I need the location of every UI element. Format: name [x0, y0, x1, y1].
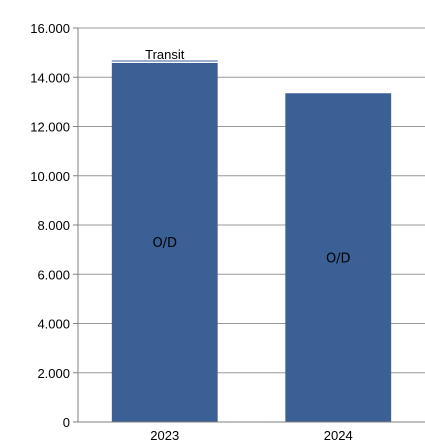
- y-tick-label: 8.000: [37, 218, 70, 233]
- x-tick-label: 2024: [324, 428, 353, 441]
- y-tick-label: 16.000: [30, 21, 70, 36]
- segment-label-o-d: O/D: [326, 252, 351, 267]
- bar-2023-transit: [111, 60, 218, 63]
- segment-label-o-d: O/D: [152, 236, 177, 251]
- x-axis: 2023 2024: [78, 421, 425, 441]
- y-tick-label: 2.000: [37, 366, 70, 381]
- y-tick-label: 6.000: [37, 267, 70, 282]
- segment-label-transit: Transit: [145, 47, 185, 62]
- y-axis: 0 2.000 4.000 6.000 8.000 10.000 12.000 14.000 1…: [30, 21, 79, 430]
- bar-2024-o-d: [285, 93, 392, 422]
- y-tick-label: 10.000: [30, 169, 70, 184]
- bar-2023-o-d: [111, 62, 218, 422]
- y-tick-label: 0: [63, 415, 70, 430]
- y-tick-label: 12.000: [30, 120, 70, 135]
- segment-labels: O/D O/D Transit: [145, 47, 350, 267]
- x-tick-label: 2023: [150, 428, 179, 441]
- bars: [111, 60, 392, 422]
- y-tick-label: 14.000: [30, 70, 70, 85]
- y-tick-label: 4.000: [37, 317, 70, 332]
